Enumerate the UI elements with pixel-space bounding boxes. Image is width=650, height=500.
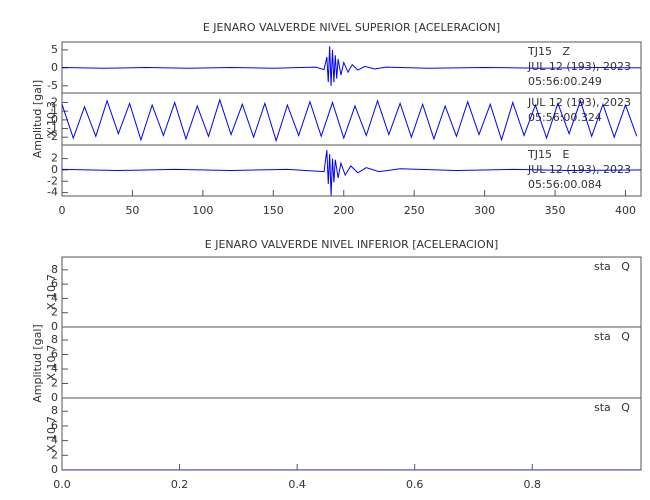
scale-label: X 10-7 xyxy=(45,274,58,310)
annotation: 05:56:00.084 xyxy=(528,178,602,191)
x-tick-label: 250 xyxy=(404,204,425,217)
y-tick-label: -2 xyxy=(47,130,58,143)
y-axis-label: Amplitud [gal] xyxy=(31,324,44,402)
y-tick-label: 6 xyxy=(51,348,58,361)
y-axis-label: Amplitud [gal] xyxy=(31,80,44,158)
panel-frame xyxy=(61,256,642,328)
x-tick-label: 0.2 xyxy=(171,478,189,491)
y-tick-label: -2 xyxy=(47,174,58,187)
y-tick-label: 6 xyxy=(51,419,58,432)
x-tick-label: 0.4 xyxy=(288,478,306,491)
y-tick-label: 0 xyxy=(51,320,58,333)
y-tick-label: 0 xyxy=(51,463,58,476)
y-tick-label: 2 xyxy=(51,96,58,109)
annotation: JUL 12 (193), 2023 xyxy=(527,96,631,109)
y-tick-label: 0 xyxy=(51,163,58,176)
y-tick-label: 5 xyxy=(51,43,58,56)
y-tick-label: 8 xyxy=(51,333,58,346)
annotation: 05:56:00.324 xyxy=(528,111,602,124)
chart-title: E JENARO VALVERDE NIVEL INFERIOR [ACELER… xyxy=(205,238,498,251)
x-tick-label: 100 xyxy=(192,204,213,217)
x-tick-label: 150 xyxy=(263,204,284,217)
x-tick-label: 0.8 xyxy=(524,478,542,491)
x-tick-label: 50 xyxy=(125,204,139,217)
y-tick-label: -5 xyxy=(47,79,58,92)
x-tick-label: 400 xyxy=(615,204,636,217)
x-tick-label: 0.6 xyxy=(406,478,424,491)
y-tick-label: -4 xyxy=(47,186,58,199)
annotation: sta Q xyxy=(594,330,630,343)
y-tick-label: 1 xyxy=(51,104,58,117)
panel-frame xyxy=(61,326,642,399)
y-tick-label: 2 xyxy=(51,152,58,165)
x-tick-label: 200 xyxy=(333,204,354,217)
scale-label: X 10-3 xyxy=(45,101,58,137)
y-tick-label: 4 xyxy=(51,434,58,447)
trace xyxy=(62,46,641,86)
annotation: JUL 12 (193), 2023 xyxy=(527,163,631,176)
scale-label: X 10-7 xyxy=(45,416,58,452)
y-tick-label: 6 xyxy=(51,277,58,290)
y-tick-label: 0 xyxy=(51,61,58,74)
panel-frame xyxy=(61,144,642,197)
x-tick-label: 350 xyxy=(545,204,566,217)
y-tick-label: 2 xyxy=(51,306,58,319)
y-tick-label: 0 xyxy=(51,391,58,404)
panel-frame xyxy=(61,397,642,471)
annotation: TJ15 Z xyxy=(527,45,570,58)
y-tick-label: 0 xyxy=(51,113,58,126)
trace xyxy=(62,150,641,196)
y-tick-label: -1 xyxy=(47,122,58,135)
x-tick-label: 0 xyxy=(59,204,66,217)
annotation: sta Q xyxy=(594,260,630,273)
x-tick-label: 0.0 xyxy=(53,478,71,491)
y-tick-label: 2 xyxy=(51,448,58,461)
y-tick-label: 4 xyxy=(51,362,58,375)
scale-label: X 10-7 xyxy=(45,345,58,381)
trace xyxy=(62,98,638,143)
y-tick-label: 8 xyxy=(51,404,58,417)
annotation: sta Q xyxy=(594,401,630,414)
chart-title: E JENARO VALVERDE NIVEL SUPERIOR [ACELER… xyxy=(203,21,500,34)
y-tick-label: 2 xyxy=(51,377,58,390)
annotation: TJ15 E xyxy=(527,148,569,161)
x-tick-label: 300 xyxy=(474,204,495,217)
y-tick-label: 4 xyxy=(51,291,58,304)
y-tick-label: 8 xyxy=(51,263,58,276)
annotation: JUL 12 (193), 2023 xyxy=(527,60,631,73)
annotation: 05:56:00.249 xyxy=(528,75,602,88)
